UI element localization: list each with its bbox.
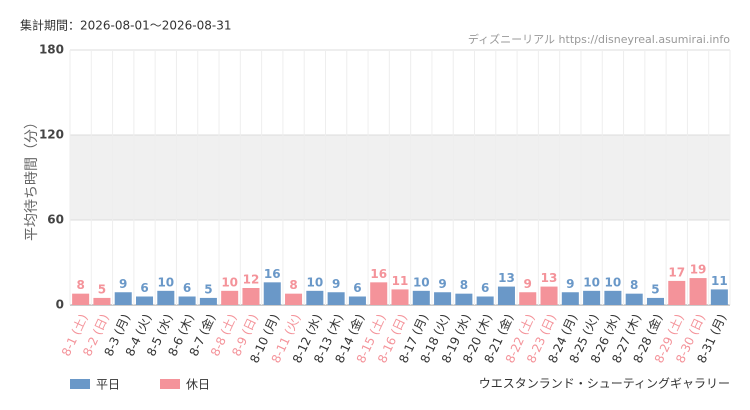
value-label: 5: [204, 282, 212, 296]
footer: ウエスタンランド・シューティングギャラリー: [479, 377, 730, 391]
value-label: 16: [370, 267, 387, 281]
y-tick-label: 0: [56, 298, 64, 312]
bar: [497, 286, 515, 305]
bar: [710, 289, 728, 305]
value-label: 10: [306, 275, 323, 289]
bar: [285, 293, 303, 305]
bar: [391, 289, 409, 305]
bar: [136, 296, 154, 305]
bar: [242, 288, 260, 305]
value-label: 13: [498, 271, 515, 285]
bar: [263, 282, 281, 305]
value-label: 10: [583, 275, 600, 289]
value-label: 17: [668, 265, 685, 279]
bar: [625, 293, 643, 305]
value-label: 12: [243, 273, 260, 287]
bar: [455, 293, 473, 305]
value-label: 9: [332, 277, 340, 291]
value-label: 10: [157, 275, 174, 289]
legend-swatch: [70, 379, 90, 389]
bar: [327, 292, 345, 305]
y-tick-label: 180: [39, 43, 64, 57]
value-label: 10: [605, 275, 622, 289]
bar: [199, 297, 217, 305]
bar: [370, 282, 388, 305]
y-tick-label: 120: [39, 128, 64, 142]
value-label: 6: [140, 281, 148, 295]
value-label: 6: [481, 281, 489, 295]
value-label: 9: [524, 277, 532, 291]
y-axis-label: 平均待ち時間（分）: [24, 115, 40, 241]
bar: [689, 278, 707, 305]
value-label: 10: [413, 275, 430, 289]
bar: [412, 290, 430, 305]
bar: [604, 290, 622, 305]
bar: [178, 296, 196, 305]
value-label: 5: [651, 282, 659, 296]
value-label: 8: [630, 278, 638, 292]
value-label: 6: [353, 281, 361, 295]
y-tick-label: 60: [47, 213, 64, 227]
value-label: 9: [566, 277, 574, 291]
bar: [583, 290, 601, 305]
period: 集計期間：2026-08-01～2026-08-31: [20, 18, 231, 33]
bar: [540, 286, 558, 305]
band: [70, 135, 730, 220]
bar: [348, 296, 366, 305]
legend-label: 平日: [96, 378, 120, 392]
value-label: 8: [460, 278, 468, 292]
bar: [561, 292, 579, 305]
value-label: 9: [438, 277, 446, 291]
value-label: 9: [119, 277, 127, 291]
value-label: 11: [392, 274, 409, 288]
bar: [221, 290, 239, 305]
bar: [668, 280, 686, 305]
value-label: 10: [221, 275, 238, 289]
legend-swatch: [160, 379, 180, 389]
value-label: 19: [690, 263, 707, 277]
value-label: 16: [264, 267, 281, 281]
bar: [93, 297, 111, 305]
value-label: 13: [541, 271, 558, 285]
value-label: 6: [183, 281, 191, 295]
legend-label: 休日: [186, 378, 210, 392]
value-label: 8: [76, 278, 84, 292]
bar: [646, 297, 664, 305]
bar: [519, 292, 537, 305]
value-label: 11: [711, 274, 728, 288]
bar: [72, 293, 90, 305]
bar: [114, 292, 132, 305]
bar: [157, 290, 175, 305]
bar: [306, 290, 324, 305]
value-label: 8: [289, 278, 297, 292]
value-label: 5: [98, 282, 106, 296]
bar: [434, 292, 452, 305]
source: ディズニーリアル https://disneyreal.asumirai.inf…: [468, 32, 730, 46]
bar: [476, 296, 494, 305]
